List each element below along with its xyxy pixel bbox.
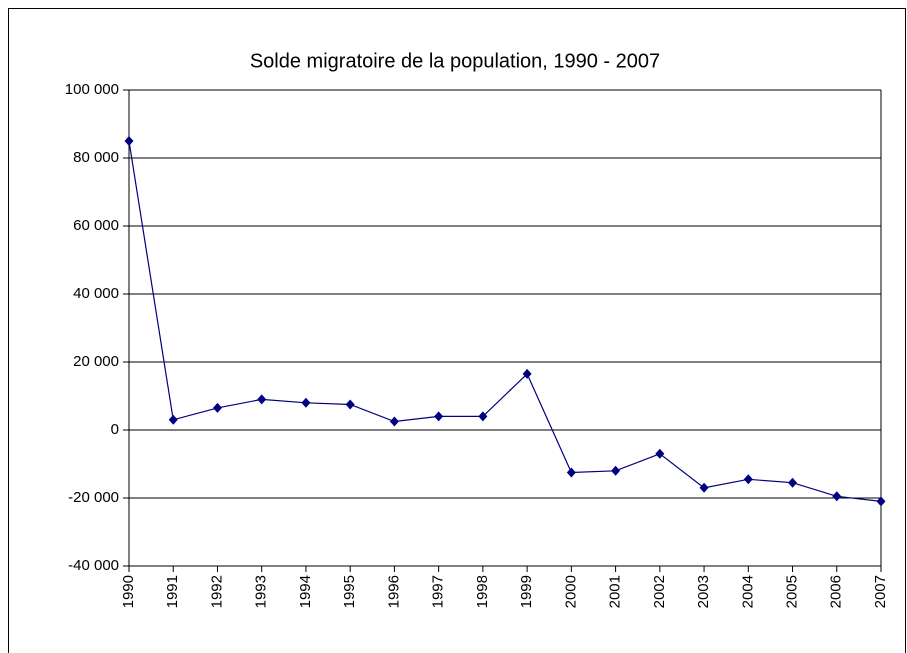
x-tick-label: 2005 — [783, 575, 800, 608]
y-tick-label: 20 000 — [73, 353, 119, 370]
x-tick-label: 2006 — [828, 575, 845, 608]
x-tick-label: 2003 — [695, 575, 712, 608]
y-tick-label: 0 — [111, 421, 119, 438]
data-point — [832, 491, 842, 502]
series-line — [128, 140, 882, 502]
x-tick-label: 1993 — [253, 575, 270, 608]
x-tick-label: 1995 — [341, 575, 358, 608]
x-tick-label: 2000 — [562, 575, 579, 608]
data-point — [743, 474, 753, 485]
x-tick-label: 2002 — [651, 575, 668, 608]
data-point — [478, 411, 488, 422]
data-point — [611, 465, 621, 476]
data-point — [301, 397, 311, 408]
y-tick-label: 40 000 — [73, 285, 119, 302]
data-point — [566, 467, 576, 478]
x-tick-label: 1991 — [164, 575, 181, 608]
chart-frame — [8, 8, 906, 653]
x-tick-label: 1994 — [297, 575, 314, 608]
x-tick-label: 1996 — [385, 575, 402, 608]
x-tick-label: 2007 — [872, 575, 889, 608]
y-tick-label: 100 000 — [65, 81, 119, 98]
x-tick-label: 1998 — [474, 575, 491, 608]
chart-title: Solde migratoire de la population, 1990 … — [250, 50, 660, 72]
x-tick-label: 2004 — [739, 575, 756, 608]
x-tick-label: 2001 — [607, 575, 624, 608]
data-point — [212, 402, 222, 413]
data-point — [345, 399, 355, 410]
x-tick-label: 1997 — [430, 575, 447, 608]
data-point — [389, 416, 399, 427]
data-point — [655, 448, 665, 459]
data-point — [434, 411, 444, 422]
y-tick-label: 60 000 — [73, 217, 119, 234]
y-tick-label: 80 000 — [73, 149, 119, 166]
data-point — [168, 414, 178, 425]
data-point — [257, 394, 267, 405]
data-point — [788, 477, 798, 488]
x-tick-label: 1990 — [120, 575, 137, 608]
y-tick-label: -40 000 — [68, 557, 119, 574]
x-tick-label: 1999 — [518, 575, 535, 608]
data-point — [124, 136, 134, 146]
data-point — [876, 496, 886, 507]
y-tick-label: -20 000 — [68, 489, 119, 506]
data-point — [699, 482, 709, 493]
data-point — [522, 368, 532, 379]
x-tick-label: 1992 — [208, 575, 225, 608]
